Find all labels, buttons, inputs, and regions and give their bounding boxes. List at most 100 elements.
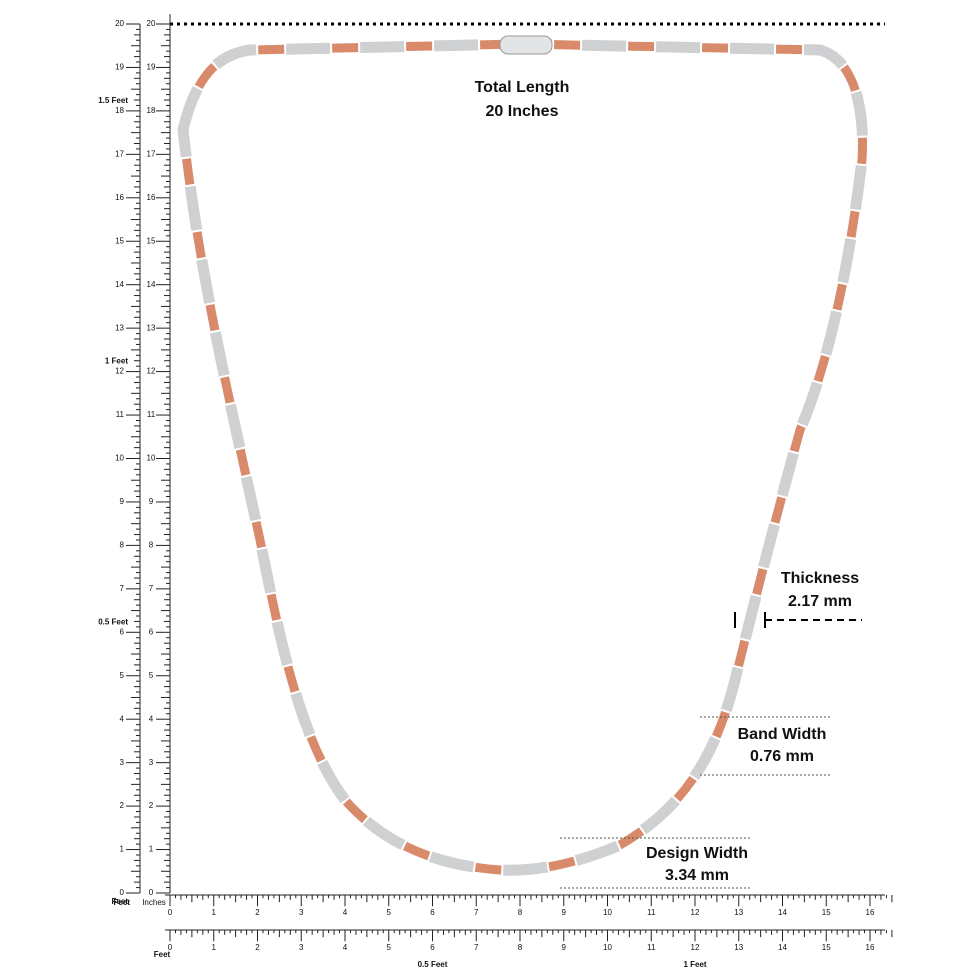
- chain-bars: [177, 38, 868, 876]
- annotation-value: 3.34 mm: [665, 867, 729, 884]
- necklace: [177, 35, 868, 876]
- ruler-label: 4: [120, 714, 125, 723]
- ruler-label: 17: [147, 149, 156, 158]
- ruler-label: 15: [147, 236, 156, 245]
- ruler-label: 16: [147, 193, 156, 202]
- feet-label: 0.5 Feet: [98, 617, 128, 626]
- ruler-label: 16: [866, 908, 875, 917]
- ruler-label: 4: [149, 714, 154, 723]
- ruler-label: 3: [299, 943, 304, 952]
- ruler-label: 19: [115, 63, 124, 72]
- ruler-label: 7: [474, 943, 479, 952]
- ruler-label: 5: [387, 908, 392, 917]
- clasp: [499, 35, 553, 55]
- ruler-label: 1: [212, 943, 217, 952]
- guide-lines: [560, 716, 830, 889]
- ruler-label: 15: [822, 943, 831, 952]
- ruler-label: 4: [343, 908, 348, 917]
- ruler-label: 13: [147, 323, 156, 332]
- ruler-label: 16: [115, 193, 124, 202]
- ruler-label: 12: [115, 367, 124, 376]
- ruler-label: 8: [518, 908, 523, 917]
- title: Total Length: [475, 79, 570, 96]
- ruler-label: 16: [866, 943, 875, 952]
- ruler-label: 3: [299, 908, 304, 917]
- ruler-label: 7: [474, 908, 479, 917]
- ruler-label: 0: [149, 888, 154, 897]
- unit-label: Inches: [142, 898, 166, 907]
- ruler-label: 0: [120, 888, 125, 897]
- ruler-label: 6: [149, 627, 154, 636]
- ruler-label: 8: [120, 541, 125, 550]
- ruler-label: 0: [168, 943, 173, 952]
- ruler-label: 9: [562, 908, 567, 917]
- ruler-label: 10: [147, 454, 156, 463]
- ruler-label: 13: [734, 908, 743, 917]
- ruler-label: 18: [147, 106, 156, 115]
- feet-label: 0.5 Feet: [418, 960, 448, 969]
- ruler-label: 15: [822, 908, 831, 917]
- ruler-label: 4: [343, 943, 348, 952]
- ruler-label: 18: [115, 106, 124, 115]
- ruler-label: 0: [168, 908, 173, 917]
- ruler-label: 2: [255, 943, 260, 952]
- ruler-label: 11: [647, 943, 656, 952]
- ruler-label: 1: [212, 908, 217, 917]
- ruler-label: 12: [691, 943, 700, 952]
- feet-label: 1.5 Feet: [98, 96, 128, 105]
- ruler-label: 11: [147, 410, 156, 419]
- ruler-label: 3: [120, 758, 125, 767]
- ruler-label: 7: [149, 584, 154, 593]
- annotation-value: 2.17 mm: [788, 593, 852, 610]
- feet-label: 1 Feet: [683, 960, 706, 969]
- ruler-label: 5: [149, 671, 154, 680]
- ruler-label: 5: [120, 671, 125, 680]
- ruler-label: 5: [387, 943, 392, 952]
- ruler-label: 9: [149, 497, 154, 506]
- ruler-label: 17: [115, 149, 124, 158]
- ruler-label: 19: [147, 63, 156, 72]
- ruler-label: 6: [430, 943, 435, 952]
- ruler-label: 12: [147, 367, 156, 376]
- annotation-value: 0.76 mm: [750, 748, 814, 765]
- ruler-label: 1: [120, 845, 125, 854]
- ruler-label: 7: [120, 584, 125, 593]
- ruler-label: 3: [149, 758, 154, 767]
- ruler-label: 20: [115, 19, 124, 28]
- ruler-label: 13: [115, 323, 124, 332]
- ruler-label: 9: [562, 943, 567, 952]
- annotation-title: Design Width: [646, 845, 748, 862]
- chain-links: [178, 39, 867, 875]
- unit-label: Feet: [114, 898, 131, 907]
- ruler-label: 11: [116, 410, 125, 419]
- ruler-label: 14: [778, 943, 787, 952]
- ruler-label: 12: [691, 908, 700, 917]
- ruler-label: 1: [149, 845, 154, 854]
- ruler-label: 10: [603, 943, 612, 952]
- ruler-label: 14: [115, 280, 124, 289]
- ruler-label: 2: [149, 801, 154, 810]
- feet-label: 1 Feet: [105, 357, 128, 366]
- annotation-title: Band Width: [738, 726, 827, 743]
- ruler-label: 8: [149, 541, 154, 550]
- ruler-label: 6: [430, 908, 435, 917]
- ruler-label: 8: [518, 943, 523, 952]
- ruler-label: 6: [120, 627, 125, 636]
- annotation-title: Thickness: [781, 570, 859, 587]
- ruler-label: 15: [115, 236, 124, 245]
- ruler-label: 14: [778, 908, 787, 917]
- ruler-label: 2: [255, 908, 260, 917]
- ruler-label: 10: [115, 454, 124, 463]
- ruler-label: 13: [734, 943, 743, 952]
- ruler-label: 20: [147, 19, 156, 28]
- subtitle: 20 Inches: [486, 103, 559, 120]
- feet-label: Feet: [154, 950, 171, 959]
- ruler-label: 9: [120, 497, 125, 506]
- feet-label: Feet: [112, 897, 129, 906]
- ruler-label: 10: [603, 908, 612, 917]
- ruler-label: 2: [120, 801, 125, 810]
- ruler-label: 11: [647, 908, 656, 917]
- ruler-label: 14: [147, 280, 156, 289]
